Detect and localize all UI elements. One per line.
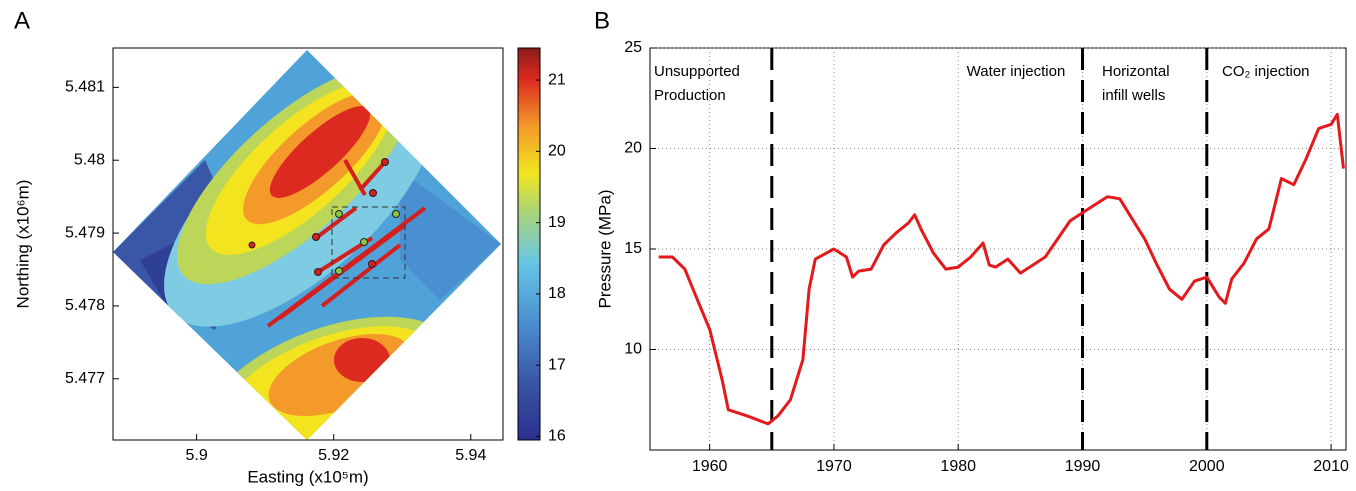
y-axis-label: Northing (x10⁶m) — [13, 180, 32, 309]
y-tick-label: 20 — [624, 140, 642, 157]
y-axis-label: Pressure (MPa) — [595, 189, 614, 308]
panel-label: A — [14, 7, 30, 34]
colorbar-tick-label: 19 — [548, 214, 566, 231]
phase-label: Horizontal — [1102, 63, 1170, 80]
colorbar-tick-label: 20 — [548, 143, 566, 160]
contour-field — [113, 50, 501, 440]
x-tick-label: 5.94 — [455, 447, 486, 464]
y-tick-label: 5.477 — [65, 370, 105, 387]
colorbar-tick-label: 18 — [548, 285, 566, 302]
study-area — [331, 206, 406, 279]
y-tick-label: 10 — [624, 341, 642, 358]
y-tick-label: 5.478 — [65, 297, 105, 314]
x-tick-label: 1990 — [1065, 458, 1101, 475]
phase-label: Unsupported — [654, 63, 740, 80]
x-tick-label: 5.92 — [318, 447, 349, 464]
colorbar — [517, 47, 541, 441]
x-tick-label: 1970 — [816, 458, 852, 475]
colorbar-tick-label: 16 — [548, 428, 566, 445]
x-tick-label: 1980 — [940, 458, 976, 475]
phase-label: Production — [654, 87, 726, 104]
colorbar-tick-label: 21 — [548, 71, 566, 88]
y-tick-label: 5.479 — [65, 224, 105, 241]
x-axis-label: Easting (x10⁵m) — [247, 467, 368, 486]
panel-label: B — [594, 7, 610, 34]
y-tick-label: 5.481 — [65, 79, 105, 96]
phase-label: infill wells — [1102, 87, 1165, 104]
y-tick-label: 25 — [624, 39, 642, 56]
x-tick-label: 5.9 — [185, 447, 207, 464]
pressure-line — [658, 112, 1345, 426]
phase-label: Water injection — [967, 63, 1066, 80]
x-tick-label: 1960 — [692, 458, 728, 475]
y-tick-label: 5.48 — [74, 151, 105, 168]
y-tick-label: 15 — [624, 240, 642, 257]
phase-label: CO₂ injection — [1222, 63, 1310, 80]
map-frame — [112, 47, 504, 441]
well-markers — [248, 158, 400, 276]
x-tick-label: 2000 — [1189, 458, 1225, 475]
x-tick-label: 2010 — [1313, 458, 1349, 475]
colorbar-tick-label: 17 — [548, 356, 566, 373]
